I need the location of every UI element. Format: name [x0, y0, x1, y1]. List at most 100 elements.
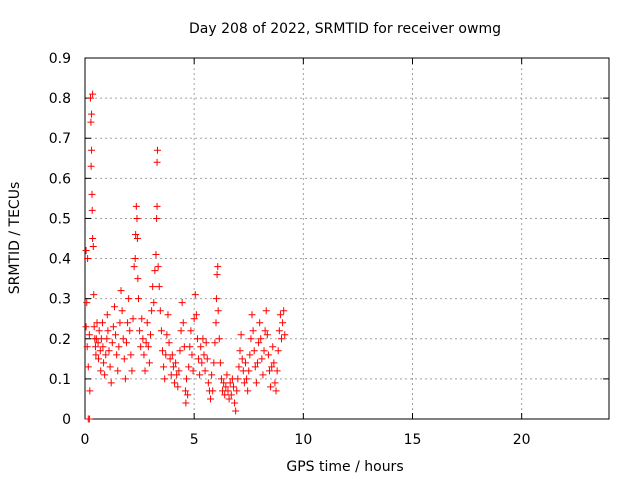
data-point	[243, 375, 251, 383]
data-point	[221, 391, 229, 399]
data-point	[226, 379, 234, 387]
data-point	[133, 235, 141, 242]
data-point	[234, 375, 242, 383]
data-point	[175, 367, 183, 375]
x-axis-label: GPS time / hours	[286, 459, 403, 475]
data-point	[144, 343, 152, 351]
data-point	[265, 367, 273, 375]
data-point	[272, 387, 280, 395]
data-point	[212, 319, 220, 327]
data-points	[82, 90, 289, 423]
data-point	[86, 94, 94, 102]
data-point	[91, 343, 99, 351]
data-point	[149, 283, 157, 291]
grid	[85, 58, 609, 419]
data-point	[89, 243, 97, 251]
data-point	[129, 315, 137, 323]
data-point	[108, 339, 116, 347]
data-point	[157, 327, 165, 335]
data-point	[122, 339, 130, 347]
data-point	[271, 379, 279, 387]
data-point	[269, 343, 277, 351]
data-point	[112, 331, 120, 339]
data-point	[240, 379, 248, 387]
data-point	[107, 379, 115, 387]
data-point	[263, 331, 271, 339]
data-point	[222, 383, 230, 391]
data-point	[191, 291, 199, 299]
data-point	[85, 331, 93, 339]
data-point	[113, 351, 121, 359]
data-point	[214, 263, 222, 271]
data-point	[260, 347, 268, 355]
data-point	[100, 359, 108, 367]
data-point	[141, 367, 149, 375]
data-point	[101, 371, 109, 379]
data-point	[212, 295, 220, 303]
data-point	[82, 247, 90, 255]
data-point	[185, 363, 193, 371]
data-point	[171, 379, 179, 387]
data-point	[151, 267, 159, 275]
data-point	[270, 359, 278, 367]
data-point	[241, 359, 249, 367]
data-point	[249, 327, 257, 335]
data-point	[153, 146, 161, 154]
data-point	[204, 379, 212, 387]
data-point	[177, 327, 185, 335]
y-tick-label: 0.6	[49, 171, 71, 187]
data-point	[220, 379, 228, 387]
data-point	[258, 355, 266, 363]
data-point	[183, 375, 191, 383]
data-point	[99, 343, 107, 351]
data-point	[172, 359, 180, 367]
data-point	[268, 363, 276, 371]
data-point	[262, 307, 270, 315]
x-tick-label: 15	[404, 432, 422, 448]
data-point	[154, 263, 162, 271]
data-point	[247, 335, 255, 343]
data-point	[273, 367, 281, 375]
data-point	[86, 387, 94, 395]
y-tick-label: 0.4	[49, 252, 71, 268]
data-point	[88, 190, 96, 198]
data-point	[256, 319, 264, 327]
data-point	[233, 387, 241, 395]
data-point	[201, 367, 209, 375]
data-point	[215, 335, 223, 343]
data-point	[94, 339, 102, 347]
data-point	[187, 327, 195, 335]
data-point	[89, 235, 97, 242]
data-point	[200, 351, 208, 359]
data-point	[104, 327, 112, 335]
data-point	[238, 355, 246, 363]
data-point	[98, 319, 106, 327]
data-point	[137, 343, 145, 351]
data-point	[163, 331, 171, 339]
data-point	[181, 387, 189, 395]
data-point	[203, 355, 211, 363]
data-point	[190, 315, 198, 323]
data-point	[166, 355, 174, 363]
data-point	[103, 311, 111, 319]
data-point	[97, 367, 105, 375]
data-point	[217, 375, 225, 383]
data-point	[189, 367, 197, 375]
data-point	[214, 307, 222, 315]
data-point	[232, 407, 240, 415]
data-point	[173, 371, 181, 379]
data-point	[155, 283, 163, 291]
data-point	[248, 311, 256, 319]
data-point	[84, 255, 92, 263]
chart-title: Day 208 of 2022, SRMTID for receiver owm…	[189, 21, 501, 37]
data-point	[138, 315, 146, 323]
x-tick-label: 20	[513, 432, 531, 448]
data-point	[117, 287, 125, 295]
data-point	[199, 335, 207, 343]
data-point	[136, 327, 144, 335]
data-point	[244, 387, 252, 395]
y-tick-label: 0	[62, 412, 71, 428]
data-point	[224, 387, 232, 395]
data-point	[128, 367, 136, 375]
